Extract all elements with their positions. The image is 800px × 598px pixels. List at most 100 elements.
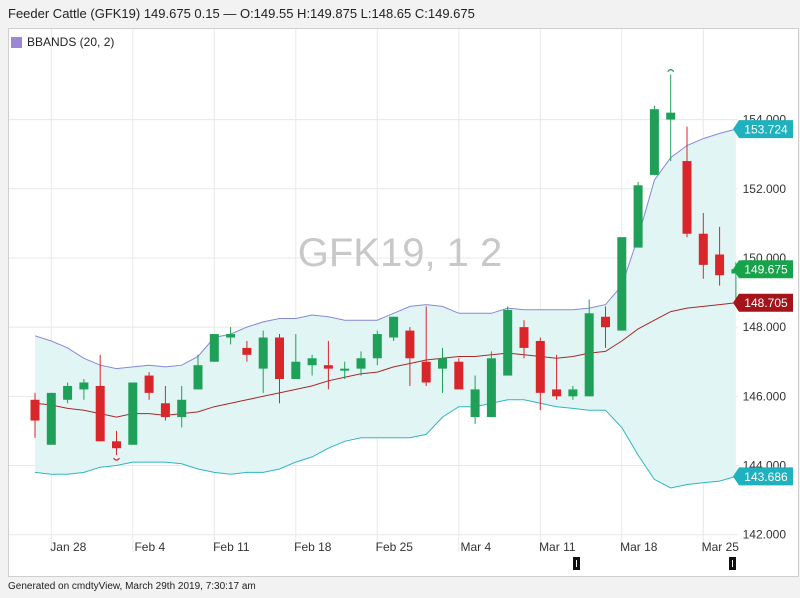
candle[interactable] (649, 105, 659, 175)
candle[interactable] (30, 392, 40, 438)
candle-body (698, 233, 708, 265)
candle[interactable] (519, 320, 529, 359)
candle-body (568, 389, 578, 397)
candle[interactable] (666, 74, 676, 162)
candle-body (209, 334, 219, 362)
candle[interactable] (617, 237, 627, 331)
candle[interactable] (584, 299, 594, 397)
x-tick-label: Feb 4 (134, 540, 165, 554)
price-tags: 153.724 149.675 148.705 143.686 (733, 120, 793, 486)
candle-body (95, 385, 105, 442)
price-tag: 149.675 (733, 260, 793, 279)
candle-body (454, 361, 464, 390)
candle[interactable] (46, 392, 56, 445)
candle[interactable] (275, 334, 284, 404)
candle-body (552, 389, 562, 397)
candle[interactable] (63, 382, 73, 404)
candle-body (372, 334, 382, 359)
candle-body (258, 337, 268, 369)
x-tick-label: Mar 11 (539, 540, 576, 554)
candle[interactable] (552, 354, 562, 400)
candle-body (584, 313, 594, 397)
candle[interactable] (421, 306, 431, 386)
candle[interactable] (193, 354, 203, 390)
candle[interactable] (95, 354, 105, 442)
candle[interactable] (389, 316, 399, 341)
candle-body (715, 254, 725, 276)
candle-body (112, 441, 121, 449)
candle[interactable] (323, 340, 333, 390)
candle-body (682, 161, 692, 234)
candle[interactable] (438, 347, 447, 393)
candle[interactable] (291, 334, 301, 380)
scroll-handles (573, 557, 736, 570)
candle[interactable] (535, 337, 545, 411)
candle[interactable] (128, 382, 138, 445)
chart-title: Feeder Cattle (GFK19) 149.675 0.15 — O:1… (8, 6, 475, 21)
candle[interactable] (486, 351, 496, 418)
candle[interactable] (356, 351, 366, 376)
candle[interactable] (682, 126, 692, 238)
candle-body (30, 399, 40, 421)
candle[interactable] (601, 306, 610, 348)
candle-body (617, 237, 627, 331)
candle[interactable] (258, 330, 268, 393)
candle[interactable] (633, 181, 643, 248)
candle[interactable] (144, 372, 154, 400)
price-tag: 143.686 (733, 467, 793, 486)
candle[interactable] (112, 430, 121, 456)
candle[interactable] (372, 330, 382, 366)
price-tag-bg (733, 293, 793, 312)
candle-body (340, 368, 350, 371)
footer-text: Generated on cmdtyView, March 29th 2019,… (8, 581, 256, 592)
price-tag-label: 149.675 (744, 263, 788, 277)
candle-body (46, 392, 56, 445)
chart-watermark: GFK19, 1 2 (298, 231, 503, 275)
candle-body (649, 109, 659, 175)
candle[interactable] (177, 385, 187, 428)
price-tag-bg (733, 467, 793, 486)
y-tick-label: 146.000 (743, 389, 787, 403)
indicator-legend: BBANDS (20, 2) (11, 35, 114, 49)
x-tick-label: Feb 25 (376, 540, 414, 554)
candle[interactable] (503, 306, 513, 376)
x-axis: Jan 28 Feb 4 Feb 11 Feb 18 Feb 25 Mar 4 Mar 11… (50, 540, 739, 554)
candle-body (291, 361, 301, 380)
candle[interactable] (568, 385, 578, 400)
candle-body (275, 337, 284, 380)
candle-body (323, 365, 333, 369)
x-tick-label: Mar 25 (702, 540, 740, 554)
candle[interactable] (226, 327, 236, 345)
y-tick-label: 148.000 (743, 320, 787, 334)
candle[interactable] (307, 354, 317, 376)
high-low-markers (113, 69, 675, 461)
price-tag: 148.705 (733, 293, 793, 312)
candle-body (160, 403, 170, 418)
candle-body (356, 358, 366, 369)
candle-body (503, 309, 513, 376)
price-tag-bg (733, 120, 793, 139)
candle-body (144, 375, 154, 393)
candle-body (389, 316, 399, 338)
candle[interactable] (160, 385, 170, 421)
candle[interactable] (340, 361, 350, 380)
x-tick-label: Mar 18 (620, 540, 658, 554)
price-tag-label: 143.686 (744, 470, 788, 484)
candle[interactable] (209, 334, 219, 362)
candle[interactable] (454, 358, 464, 390)
x-tick-label: Feb 11 (213, 540, 250, 554)
candle[interactable] (79, 379, 89, 400)
high-marker (667, 69, 675, 72)
candle-body (519, 327, 529, 348)
candle[interactable] (715, 226, 725, 286)
candle[interactable] (470, 375, 480, 424)
candle[interactable] (405, 327, 415, 386)
candle-body (421, 361, 431, 383)
candle-body (128, 382, 138, 445)
candle[interactable] (698, 212, 708, 279)
price-tag-label: 153.724 (744, 123, 788, 137)
legend-swatch (11, 36, 22, 48)
x-tick-label: Mar 4 (460, 540, 491, 554)
candle[interactable] (242, 340, 252, 362)
